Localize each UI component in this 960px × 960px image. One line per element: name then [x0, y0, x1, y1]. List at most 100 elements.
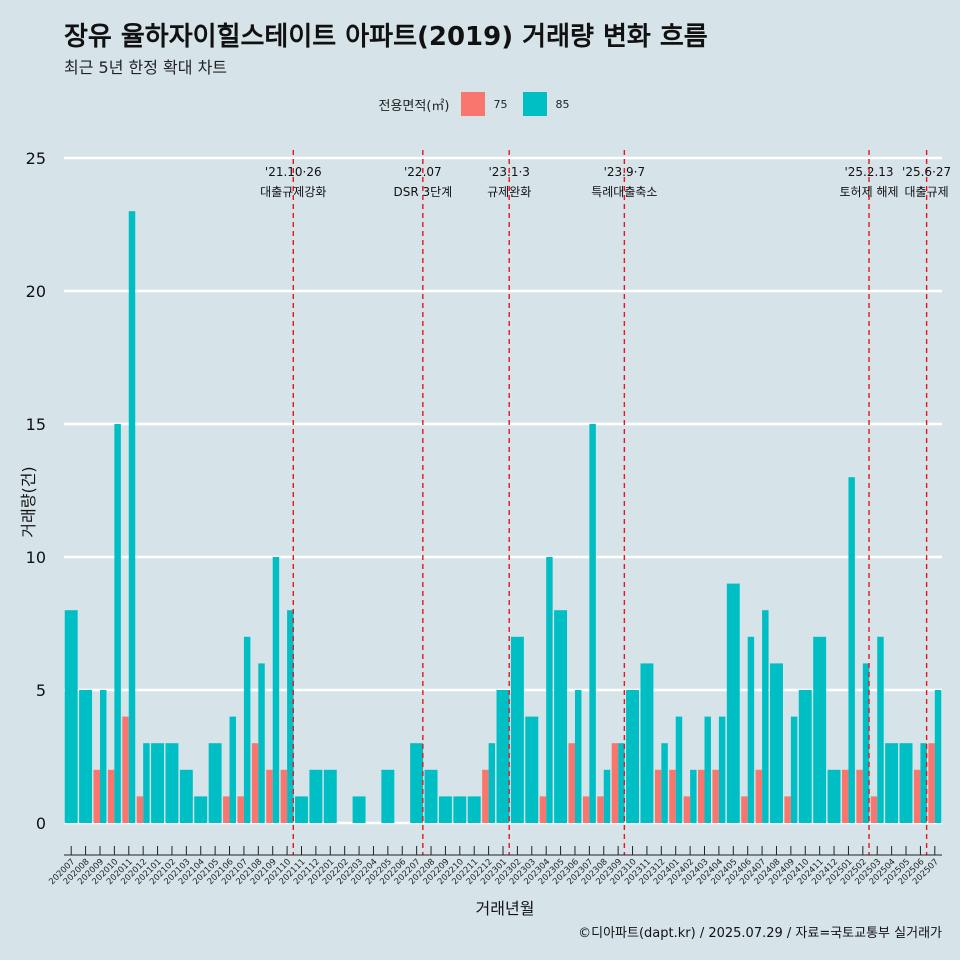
event-name-label: 특례대출축소: [591, 185, 657, 199]
bar-85-202306: [574, 690, 582, 823]
bar-85-202409: [790, 716, 798, 823]
y-tick-label: 25: [26, 149, 46, 168]
legend-swatch-85: [523, 92, 548, 116]
bar-85-202007: [64, 610, 78, 823]
bar-75-202502: [856, 769, 863, 823]
annotations: '21.10·26 대출규제강화 '22.07 DSR 3단계 '23.1·3 규제완화 '…: [260, 150, 951, 855]
bar-75-202012: [136, 796, 144, 823]
event-name-label: 대출규제: [905, 185, 949, 199]
bar-85-202303: [525, 716, 539, 823]
bar-85-202401: [675, 716, 683, 823]
bar-85-202507: [934, 690, 942, 823]
legend-swatch-75: [461, 92, 486, 116]
bar-75-202110: [280, 769, 288, 823]
event-name-label: DSR 3단계: [393, 185, 452, 199]
bar-85-202310: [626, 690, 640, 823]
event-date-label: '22.07: [404, 165, 442, 179]
bar-75-202403: [698, 769, 705, 823]
bar-75-202506: [913, 769, 921, 823]
bar-85-202305: [554, 610, 568, 823]
bar-85-202311: [640, 663, 654, 823]
source-caption: ©디아파트(dapt.kr) / 2025.07.29 / 자료=국토교통부 실…: [578, 926, 942, 941]
bar-85-202404: [718, 716, 726, 823]
legend-label-75: 75: [493, 97, 508, 111]
bar-75-202406: [741, 796, 748, 823]
bar-85-202506: [920, 743, 927, 823]
bar-85-202207: [410, 743, 424, 823]
bar-85-202412: [827, 769, 841, 823]
bar-85-202203: [352, 796, 366, 823]
bar-75-202009: [93, 769, 100, 823]
bars: [64, 211, 942, 823]
bar-85-202411: [813, 636, 827, 823]
bar-85-202012: [143, 743, 150, 823]
y-axis-label: 거래량(건): [19, 466, 38, 537]
bar-85-202402: [690, 769, 697, 823]
chart-subtitle: 최근 5년 한정 확대 차트: [64, 58, 228, 77]
bar-85-202307: [589, 424, 596, 823]
bar-85-202011: [128, 211, 136, 823]
bar-85-202301: [496, 690, 510, 823]
bar-85-202503: [877, 636, 884, 823]
legend: 전용면적(㎡) 75 85: [0, 92, 960, 116]
bar-75-202503: [870, 796, 878, 823]
y-tick-label: 10: [26, 548, 46, 567]
legend-title: 전용면적(㎡): [378, 98, 450, 114]
bar-85-202201: [323, 769, 337, 823]
bar-85-202008: [79, 690, 93, 823]
event-date-label: '25.6·27: [902, 165, 951, 179]
bar-75-202407: [755, 769, 763, 823]
bar-75-202010: [107, 769, 115, 823]
bar-75-202106: [223, 796, 230, 823]
bar-85-202406: [747, 636, 755, 823]
bar-85-202101: [151, 743, 165, 823]
y-tick-label: 15: [26, 415, 46, 434]
bar-75-202402: [683, 796, 691, 823]
bar-85-202410: [798, 690, 812, 823]
bar-85-202407: [762, 610, 769, 823]
bar-75-202404: [712, 769, 719, 823]
bar-85-202504: [885, 743, 899, 823]
bar-85-202110: [287, 610, 294, 823]
bar-75-202109: [266, 769, 273, 823]
bar-85-202502: [862, 663, 870, 823]
bar-75-202306: [568, 743, 575, 823]
bar-75-202309: [611, 743, 619, 823]
bar-75-202304: [539, 796, 547, 823]
bar-85-202309: [618, 743, 625, 823]
event-date-label: '23.9·7: [604, 165, 645, 179]
chart-title: 장유 율하자이힐스테이트 아파트(2019) 거래량 변화 흐름: [64, 22, 708, 52]
bar-85-202102: [165, 743, 179, 823]
bar-85-202107: [243, 636, 251, 823]
bar-85-202302: [510, 636, 524, 823]
bar-85-202106: [229, 716, 237, 823]
bar-85-202408: [769, 663, 783, 823]
bar-85-202108: [258, 663, 265, 823]
bar-85-202505: [899, 743, 913, 823]
legend-label-85: 85: [555, 97, 570, 111]
event-date-label: '23.1·3: [488, 165, 529, 179]
bar-75-202011: [122, 716, 129, 823]
y-tick-label: 5: [36, 681, 46, 700]
bar-75-202307: [582, 796, 590, 823]
event-name-label: 규제완화: [487, 185, 531, 199]
bar-75-202212: [482, 769, 489, 823]
bar-85-202211: [467, 796, 481, 823]
bar-75-202308: [597, 796, 604, 823]
bar-85-202104: [194, 796, 208, 823]
bar-85-202304: [546, 557, 553, 823]
bar-85-202312: [661, 743, 668, 823]
bar-75-202312: [654, 769, 662, 823]
bar-75-202401: [669, 769, 676, 823]
bar-85-202212: [488, 743, 496, 823]
x-axis-label: 거래년월: [476, 899, 535, 918]
bar-75-202107: [237, 796, 244, 823]
y-axis-ticks: 0 5 10 15 20 25: [26, 149, 46, 833]
event-name-label: 토허제 해제: [840, 185, 899, 199]
bar-85-202501: [848, 477, 855, 823]
event-date-label: '25.2.13: [844, 165, 893, 179]
bar-85-202205: [381, 769, 395, 823]
bar-85-202009: [99, 690, 107, 823]
x-axis: 2020072020082020092020102020112020122021…: [47, 846, 942, 887]
bar-85-202210: [453, 796, 467, 823]
